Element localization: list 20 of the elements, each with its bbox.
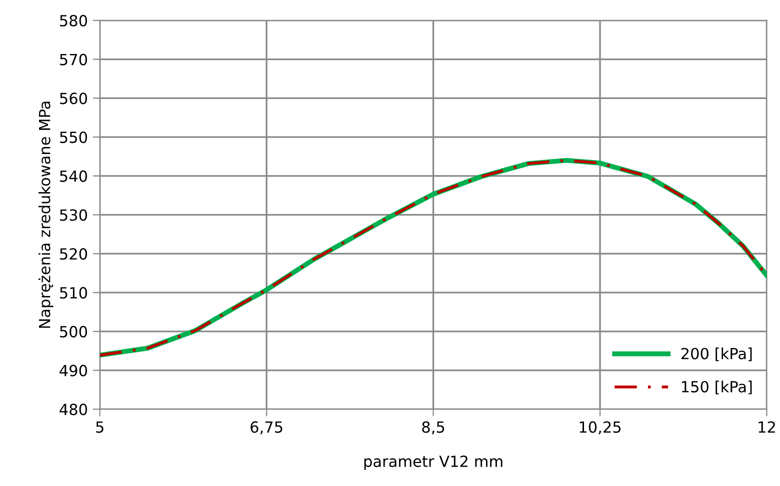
y-tick-label: 480	[60, 404, 88, 416]
y-tick-label: 500	[60, 326, 88, 338]
y-tick-label: 490	[60, 364, 88, 376]
y-tick-label: 580	[60, 14, 88, 26]
y-tick-label: 540	[60, 170, 88, 182]
y-tick-label: 530	[60, 209, 88, 221]
y-tick-label: 510	[60, 287, 88, 299]
x-tick-label: 5	[96, 421, 104, 433]
x-tick-label: 8,5	[422, 421, 444, 434]
y-tick-label: 520	[60, 248, 88, 260]
y-tick-label: 550	[60, 132, 88, 144]
y-axis-title: Naprężenia zredukowane MPa	[38, 102, 54, 328]
x-tick-label: 6,75	[250, 421, 282, 434]
legend-label: 200 [kPa]	[681, 348, 752, 362]
x-tick-label: 12	[758, 421, 775, 433]
x-tick-label: 10,25	[580, 421, 621, 434]
legend-label: 150 [kPa]	[682, 380, 752, 394]
x-axis-title: parametr V12 mm	[364, 456, 502, 470]
y-tick-label: 570	[60, 54, 88, 66]
y-tick-label: 560	[60, 92, 88, 104]
